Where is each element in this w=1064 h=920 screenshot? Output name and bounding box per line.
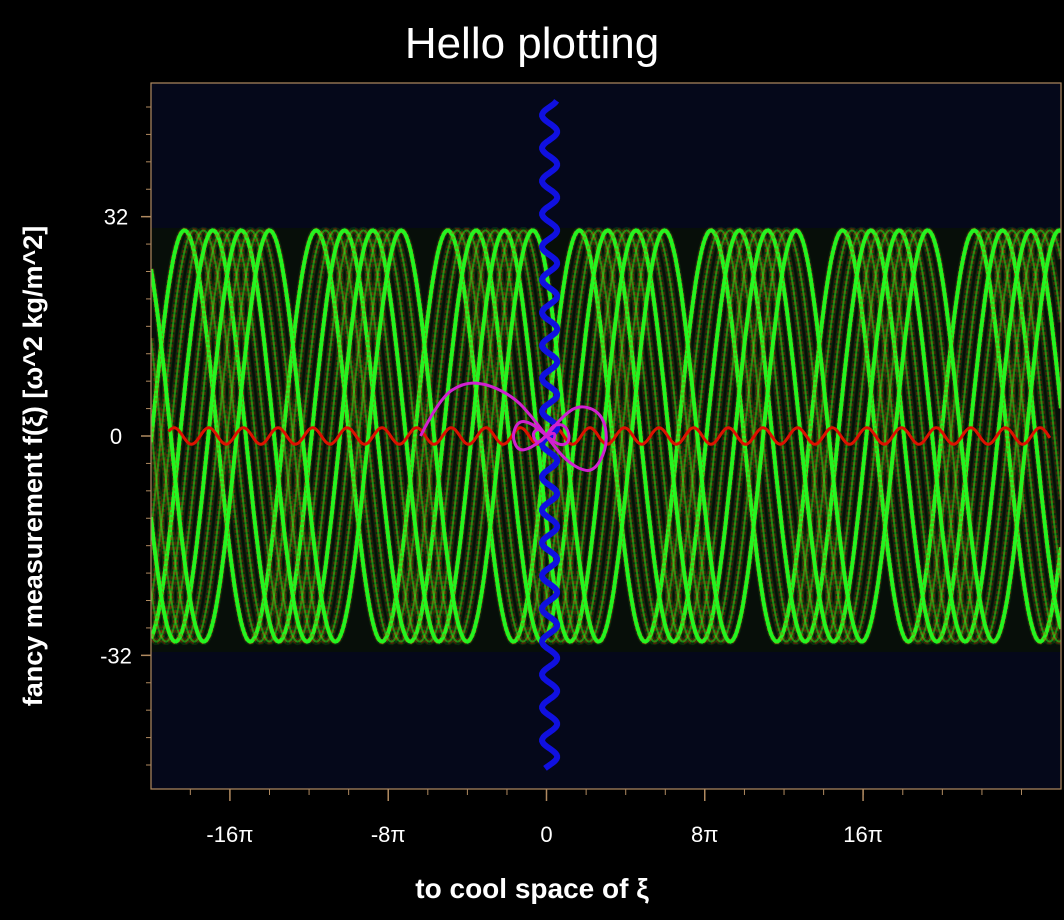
sine-line-red — [151, 227, 1061, 645]
sine-line-green — [151, 229, 1061, 643]
sine-line-red — [151, 227, 1061, 645]
magenta-loop-curve — [419, 381, 608, 472]
sine-line-dim — [151, 226, 1061, 646]
sine-line-green — [151, 228, 1061, 644]
x-tick-label: -16π — [206, 822, 253, 847]
axis-layer: -16π -8π 0 8π 16π 32 0 -32 — [100, 106, 1023, 847]
series-layer — [151, 99, 1061, 771]
sine-line-red — [151, 227, 1061, 645]
sine-line-red — [151, 227, 1061, 645]
sine-line-green — [151, 228, 1061, 644]
x-axis-label: to cool space of ξ — [415, 873, 649, 904]
x-tick-label: -8π — [371, 822, 406, 847]
y-tick-label: 0 — [110, 424, 122, 449]
chart-title: Hello plotting — [405, 19, 659, 68]
y-tick-label: 32 — [104, 205, 128, 230]
x-tick-label: 8π — [691, 822, 718, 847]
sine-line-green — [151, 229, 1061, 643]
sine-line-green — [151, 229, 1061, 643]
x-tick-label: 0 — [540, 822, 552, 847]
red-small-wave — [167, 426, 1052, 446]
x-tick-label: 16π — [843, 822, 883, 847]
y-tick-label: -32 — [100, 643, 132, 668]
sine-line-green — [151, 229, 1061, 643]
sine-line-green — [151, 228, 1061, 644]
y-axis-label: fancy measurement f(ξ) [ω^2 kg/m^2] — [18, 226, 48, 707]
sine-line-dim — [151, 226, 1061, 646]
sine-line-dim — [151, 226, 1061, 646]
sine-bundle-bright — [151, 227, 1061, 645]
